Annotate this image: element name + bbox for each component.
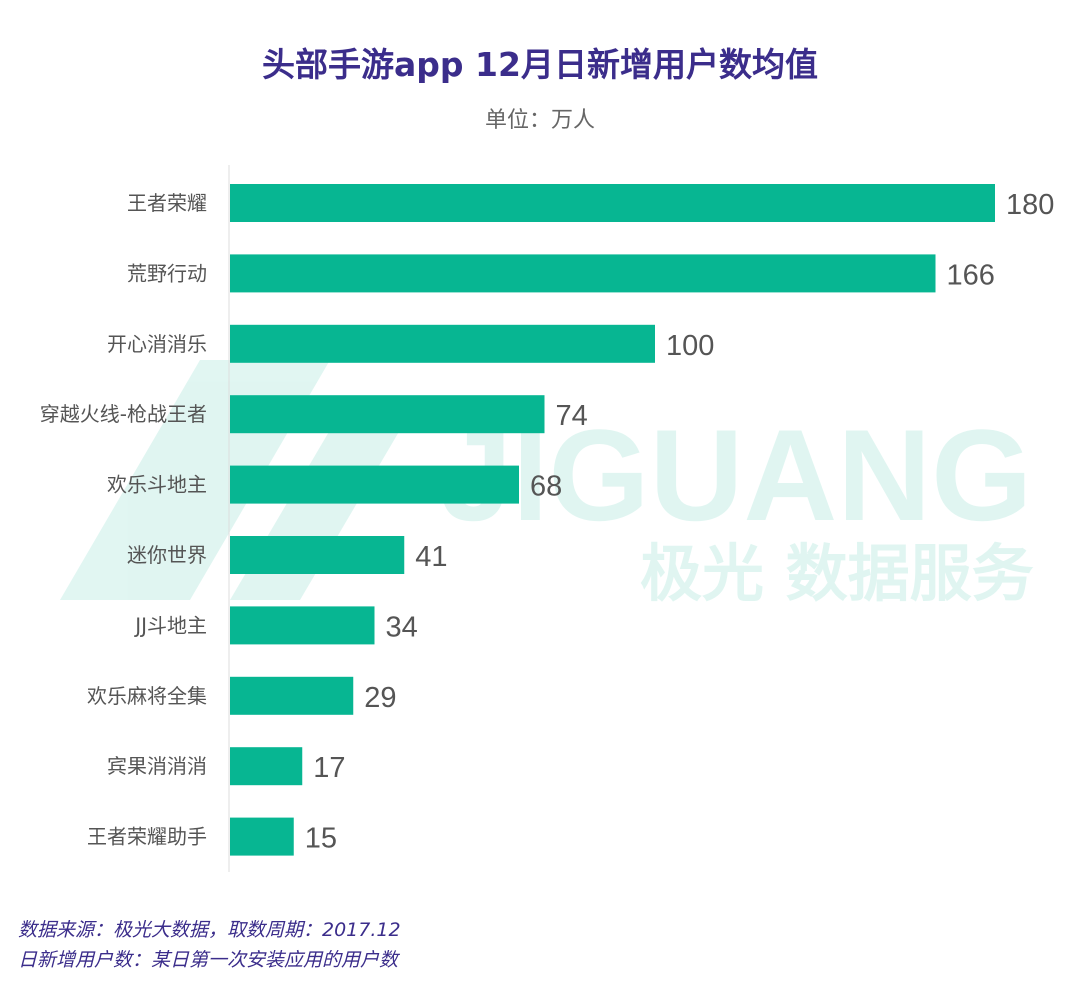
bar: [230, 676, 354, 715]
category-label: 王者荣耀助手: [87, 825, 207, 849]
value-label: 34: [386, 611, 418, 643]
watermark-tagline: 极光 数据服务: [640, 537, 1034, 610]
value-label: 166: [947, 259, 995, 291]
bar: [230, 254, 936, 293]
category-label: 迷你世界: [127, 543, 207, 567]
value-label: 15: [305, 823, 337, 855]
chart-subtitle: 单位：万人: [484, 108, 595, 133]
category-label: 欢乐麻将全集: [87, 684, 207, 708]
value-label: 17: [313, 752, 345, 784]
bar: [230, 324, 655, 363]
bar: [230, 184, 995, 222]
value-label: 41: [415, 541, 447, 573]
bar: [230, 465, 519, 504]
value-label: 100: [666, 330, 714, 362]
bar: [230, 606, 375, 645]
footer-source: 数据来源：极光大数据，取数周期：2017.12: [18, 919, 401, 941]
value-label: 74: [556, 400, 588, 432]
category-label: JJ斗地主: [133, 613, 207, 637]
category-label: 欢乐斗地主: [107, 473, 207, 497]
footer-definition: 日新增用户数：某日第一次安装应用的用户数: [18, 949, 399, 971]
category-label: 王者荣耀: [127, 191, 207, 215]
value-label: 68: [530, 471, 562, 503]
chart-title: 头部手游app 12月日新增用户数均值: [262, 45, 818, 84]
bar: [230, 817, 294, 856]
category-label: 荒野行动: [127, 261, 207, 285]
category-label: 开心消消乐: [107, 332, 207, 356]
value-label: 29: [364, 682, 396, 714]
bar: [230, 747, 303, 786]
category-label: 穿越火线-枪战王者: [40, 402, 207, 426]
bar: [230, 536, 405, 574]
bar: [230, 395, 545, 434]
category-label: 宾果消消消: [107, 754, 207, 778]
value-label: 180: [1006, 189, 1054, 221]
